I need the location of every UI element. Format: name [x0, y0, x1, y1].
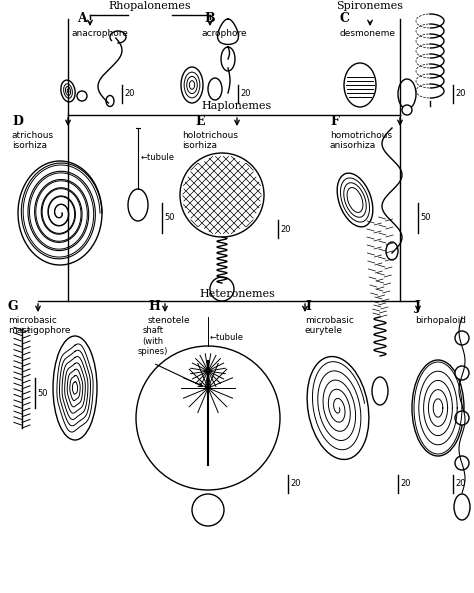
Text: G: G [8, 300, 18, 313]
Ellipse shape [190, 81, 195, 90]
Ellipse shape [337, 173, 373, 227]
Text: birhopaloid: birhopaloid [415, 316, 466, 325]
Text: 20: 20 [400, 480, 410, 489]
Ellipse shape [398, 79, 416, 109]
Ellipse shape [372, 377, 388, 405]
Text: 50: 50 [420, 213, 430, 222]
Text: acrophore: acrophore [202, 29, 247, 38]
Circle shape [402, 105, 412, 115]
Text: Heteronemes: Heteronemes [199, 289, 275, 299]
Ellipse shape [53, 336, 97, 440]
Text: atrichous
isorhiza: atrichous isorhiza [12, 131, 54, 151]
Circle shape [455, 366, 469, 380]
Text: desmoneme: desmoneme [340, 29, 396, 38]
Text: shaft
(with
spines): shaft (with spines) [138, 326, 168, 356]
Ellipse shape [344, 63, 376, 107]
Circle shape [136, 346, 280, 490]
Text: E: E [195, 115, 205, 128]
Ellipse shape [347, 187, 363, 212]
Ellipse shape [307, 356, 369, 460]
Text: 20: 20 [455, 480, 465, 489]
Ellipse shape [340, 178, 370, 222]
Text: I: I [305, 300, 311, 313]
Text: 20: 20 [240, 90, 250, 98]
Text: Rhopalonemes: Rhopalonemes [109, 1, 191, 11]
Circle shape [455, 456, 469, 470]
Circle shape [192, 494, 224, 526]
Text: microbasic
mastigophore: microbasic mastigophore [8, 316, 71, 336]
Circle shape [455, 411, 469, 425]
Text: ←tubule: ←tubule [141, 154, 175, 162]
Ellipse shape [64, 84, 73, 98]
Text: microbasic
eurytele: microbasic eurytele [305, 316, 354, 336]
Circle shape [210, 277, 234, 301]
Text: J: J [415, 300, 421, 313]
Circle shape [77, 91, 87, 101]
Ellipse shape [128, 189, 148, 221]
Text: 20: 20 [455, 90, 465, 98]
Ellipse shape [208, 78, 222, 100]
Text: 20: 20 [280, 225, 291, 234]
Text: 20: 20 [124, 90, 135, 98]
Text: ←tubule: ←tubule [210, 333, 244, 342]
Text: anacrophore: anacrophore [72, 29, 129, 38]
Text: homotrichous
anisorhiza: homotrichous anisorhiza [330, 131, 392, 151]
Circle shape [180, 153, 264, 237]
Text: 50: 50 [164, 213, 174, 222]
Ellipse shape [61, 80, 75, 102]
Circle shape [455, 331, 469, 345]
Text: Spironemes: Spironemes [337, 1, 403, 11]
Ellipse shape [412, 360, 464, 456]
Ellipse shape [67, 90, 69, 93]
Text: holotrichous
isorhiza: holotrichous isorhiza [182, 131, 238, 151]
Ellipse shape [181, 67, 203, 103]
Text: Haplonemes: Haplonemes [202, 101, 272, 111]
Ellipse shape [187, 76, 197, 94]
Text: D: D [12, 115, 23, 128]
Text: stenotele: stenotele [148, 316, 191, 325]
Text: C: C [340, 12, 350, 25]
Text: H: H [148, 300, 160, 313]
Ellipse shape [184, 72, 200, 98]
Ellipse shape [18, 161, 102, 265]
Ellipse shape [106, 95, 114, 107]
Ellipse shape [454, 494, 470, 520]
Text: 50: 50 [37, 388, 47, 397]
Text: A: A [77, 12, 87, 25]
Text: B: B [205, 12, 215, 25]
Ellipse shape [386, 242, 398, 260]
Ellipse shape [344, 183, 366, 217]
Text: F: F [330, 115, 339, 128]
Ellipse shape [65, 87, 71, 95]
Text: 20: 20 [290, 480, 301, 489]
